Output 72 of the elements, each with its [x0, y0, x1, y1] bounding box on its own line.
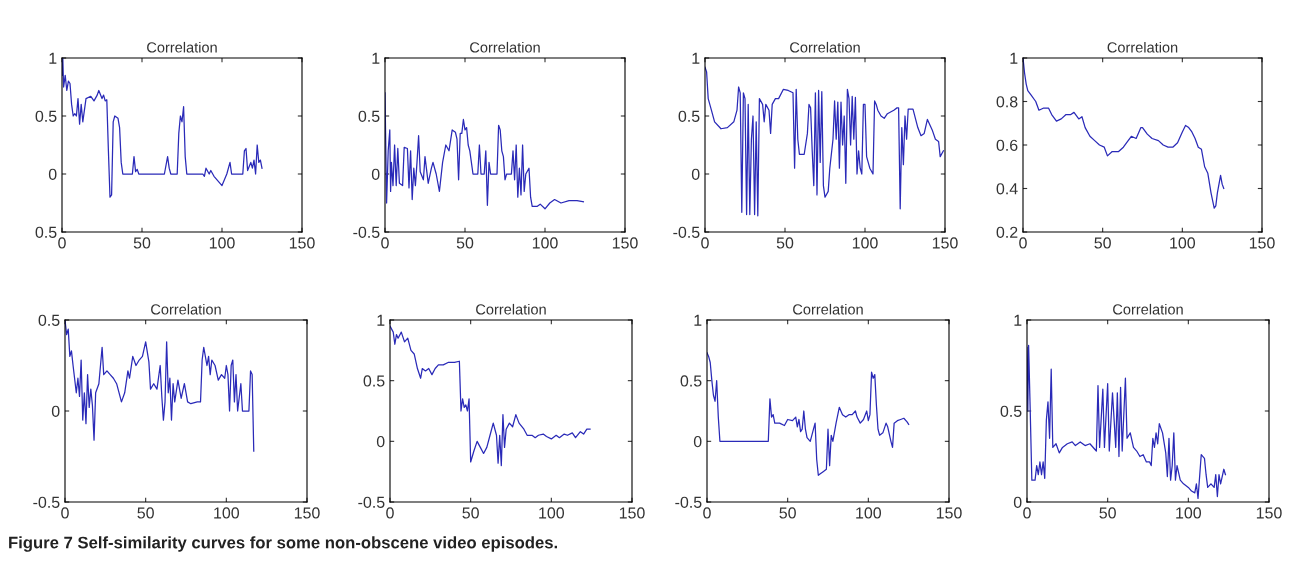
chart-title: Correlation — [1107, 41, 1178, 53]
y-tick-label: 1 — [694, 314, 702, 326]
y-tick-label: 0.5 — [38, 314, 60, 326]
y-tick-label: 0.2 — [996, 226, 1018, 238]
y-tick-label: 0.5 — [358, 110, 380, 122]
caption: Figure 7 Self-similarity curves for some non-obscene video episodes. — [9, 536, 558, 552]
y-tick-label: -0.5 — [675, 496, 702, 508]
chart-title: Correlation — [470, 41, 540, 53]
y-tick-label: 1 — [1010, 52, 1018, 64]
x-tick-label: 150 — [936, 507, 962, 519]
chart-title: Correlation — [793, 303, 863, 315]
x-tick-label: 50 — [1099, 507, 1116, 519]
x-tick-label: 50 — [133, 237, 151, 249]
y-tick-label: 0 — [48, 168, 57, 180]
y-tick-label: 1 — [49, 52, 57, 64]
y-tick-label: 0.8 — [996, 96, 1018, 108]
x-tick-label: 150 — [619, 507, 645, 519]
x-tick-label: 0 — [386, 507, 394, 519]
x-tick-label: 100 — [852, 237, 878, 249]
x-tick-label: 100 — [539, 507, 565, 519]
y-tick-label: -0.5 — [673, 226, 700, 238]
y-tick-label: 0 — [691, 168, 700, 180]
x-tick-label: 50 — [137, 507, 154, 519]
x-tick-label: 100 — [856, 507, 882, 519]
y-tick-label: 0.4 — [996, 183, 1018, 195]
y-tick-label: 0.5 — [678, 110, 700, 122]
line-series — [62, 58, 263, 198]
x-tick-label: 50 — [456, 237, 474, 249]
y-tick-label: 1 — [377, 314, 385, 326]
x-tick-label: 100 — [214, 507, 240, 519]
x-tick-label: 50 — [776, 237, 794, 249]
chart-title: Correlation — [790, 41, 860, 53]
chart-title: Correlation — [1113, 303, 1183, 315]
chart-title: Correlation — [147, 41, 217, 53]
x-tick-label: 100 — [1176, 507, 1202, 519]
x-tick-label: 150 — [289, 237, 315, 249]
chart-title: Correlation — [151, 303, 221, 315]
y-tick-label: 0.6 — [996, 139, 1018, 151]
x-tick-label: 0 — [703, 507, 711, 519]
y-tick-label: 0 — [1013, 496, 1022, 508]
x-tick-label: 100 — [1170, 237, 1196, 249]
y-tick-label: 1 — [1014, 314, 1022, 326]
x-tick-label: 50 — [462, 507, 479, 519]
x-tick-label: 0 — [61, 507, 69, 519]
x-tick-label: 150 — [1249, 237, 1275, 249]
x-tick-label: 100 — [532, 237, 558, 249]
line-series — [707, 352, 910, 476]
x-tick-label: 150 — [932, 237, 958, 249]
x-tick-label: 150 — [294, 507, 320, 519]
x-tick-label: 50 — [1094, 237, 1111, 249]
chart-title: Correlation — [476, 303, 546, 315]
y-tick-label: 1 — [372, 52, 380, 64]
line-series — [1027, 344, 1227, 499]
y-tick-label: -0.5 — [358, 496, 385, 508]
line-series — [390, 325, 591, 467]
x-tick-label: 150 — [1256, 507, 1282, 519]
x-tick-label: 50 — [779, 507, 796, 519]
y-tick-label: 0.5 — [1000, 405, 1022, 417]
y-tick-label: 0.5 — [35, 226, 57, 238]
y-tick-label: -0.5 — [33, 496, 60, 508]
y-tick-label: 0 — [371, 168, 380, 180]
y-tick-label: 0.5 — [363, 375, 385, 387]
x-tick-label: 0 — [1023, 507, 1031, 519]
x-tick-label: 100 — [209, 237, 235, 249]
y-tick-label: -0.5 — [353, 226, 380, 238]
x-tick-label: 150 — [612, 237, 638, 249]
y-tick-label: 1 — [692, 52, 700, 64]
y-tick-label: 0.5 — [680, 375, 702, 387]
y-tick-label: 0 — [693, 435, 702, 448]
y-tick-label: 0.5 — [35, 110, 57, 122]
y-tick-label: 0 — [51, 405, 60, 417]
y-tick-label: 0 — [376, 435, 385, 448]
